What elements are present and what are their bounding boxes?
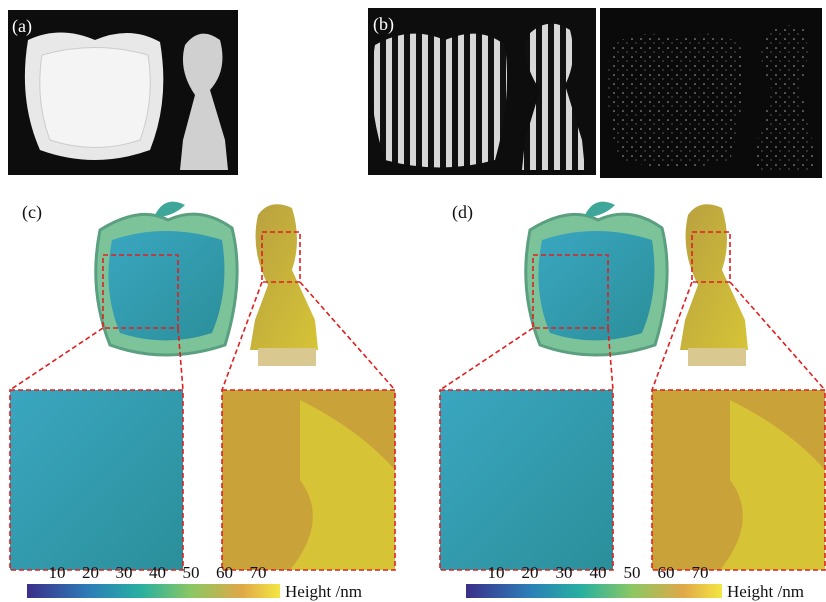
colorbar-tick: 40 [149, 563, 166, 582]
colorbar-tick: 10 [488, 563, 505, 582]
colorbar-tick: 50 [624, 563, 641, 582]
fringe-apple [372, 34, 507, 168]
noise-apple [608, 34, 743, 168]
reconstruction-copy [440, 202, 825, 570]
reconstruction [10, 202, 395, 570]
panel-label: (a) [12, 16, 32, 37]
panel-label: (c) [22, 202, 42, 223]
colorbar [27, 584, 280, 598]
colorbar [466, 584, 722, 598]
panel-label: (b) [373, 14, 394, 35]
colorbar-tick: 30 [556, 563, 573, 582]
colorbar-tick: 50 [183, 563, 200, 582]
colorbar-tick: 70 [692, 563, 709, 582]
colorbar-tick: 20 [522, 563, 539, 582]
colorbar-tick: 60 [658, 563, 675, 582]
figure: (a) (b) (c) (d) 10 20 30 40 50 60 70 Height /nm… [0, 0, 826, 602]
colorbar-label: Height /nm [285, 582, 362, 601]
colorbar-label: Height /nm [727, 582, 804, 601]
colorbar-tick: 10 [49, 563, 66, 582]
colorbar-tick: 40 [590, 563, 607, 582]
clock-face [40, 48, 150, 148]
colorbar-tick: 20 [82, 563, 99, 582]
panel-label: (d) [452, 202, 473, 223]
colorbar-tick: 30 [116, 563, 133, 582]
colorbar-tick: 60 [216, 563, 233, 582]
colorbar-tick: 70 [250, 563, 267, 582]
